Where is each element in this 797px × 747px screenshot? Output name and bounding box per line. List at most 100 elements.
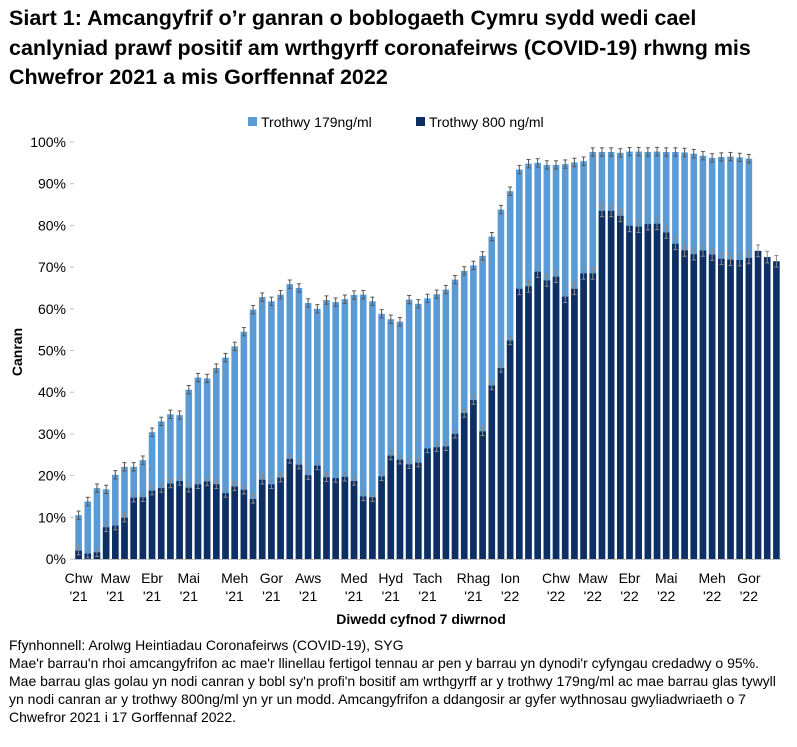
- bar-800: [699, 250, 707, 560]
- y-tick-label: 0%: [46, 551, 66, 567]
- bar-800: [626, 225, 633, 559]
- bar-179: [249, 309, 257, 559]
- bar-800: [672, 243, 679, 560]
- bar-800: [460, 413, 468, 559]
- x-tick-label-year: '21: [464, 588, 482, 604]
- bar-800: [369, 497, 376, 559]
- x-tick-label-month: Hyd: [378, 570, 403, 586]
- bar-179: [75, 515, 82, 559]
- bar-800: [479, 431, 486, 559]
- bar-800: [176, 481, 183, 559]
- x-tick-label-month: Ion: [500, 570, 519, 586]
- bar-800: [396, 459, 404, 559]
- bar-179: [304, 302, 312, 559]
- x-tick-label-month: Maw: [101, 570, 131, 586]
- x-tick-label-month: Meh: [221, 570, 248, 586]
- bar-800: [415, 462, 422, 559]
- bar-800: [323, 477, 330, 559]
- bar-800: [644, 224, 652, 560]
- bar-800: [754, 250, 762, 559]
- bar-800: [681, 250, 688, 560]
- bar-179: [84, 501, 92, 559]
- bar-179: [268, 301, 275, 559]
- bar-800: [525, 286, 532, 559]
- x-axis-title: Diwedd cyfnod 7 diwrnod: [336, 611, 506, 627]
- legend-label-800: Trothwy 800 ng/ml: [429, 114, 544, 130]
- bar-179: [286, 284, 294, 559]
- bar-179: [258, 297, 266, 559]
- bar-800: [112, 525, 119, 559]
- bar-800: [433, 447, 440, 559]
- bar-179: [359, 294, 367, 559]
- x-tick-label-year: '21: [180, 588, 198, 604]
- x-tick-label-year: '22: [584, 588, 602, 604]
- bar-800: [249, 498, 257, 559]
- bar-800: [130, 497, 137, 559]
- x-tick-label-year: '21: [69, 588, 87, 604]
- y-tick-label: 60%: [38, 301, 66, 317]
- y-axis: 0% 10% 20% 30% 40% 50% 60% 70% 80% 90% 100%: [30, 134, 74, 567]
- bar-800: [470, 400, 477, 559]
- bar-800: [387, 455, 395, 559]
- bar-179: [433, 294, 440, 559]
- bar-800: [139, 497, 147, 559]
- bar-800: [203, 481, 211, 559]
- bar-800: [506, 340, 514, 559]
- bar-800: [718, 258, 725, 559]
- x-tick-label-year: '22: [620, 588, 638, 604]
- bar-800: [157, 488, 165, 559]
- bar-179: [277, 294, 284, 559]
- x-axis: Chw '21 Maw '21 Ebr '21 Mai '21 Meh '21 Gor '21 Aws '…: [65, 559, 781, 604]
- bar-800: [167, 483, 174, 559]
- bar-800: [277, 477, 284, 559]
- x-tick-label-year: '22: [703, 588, 721, 604]
- bar-179: [396, 321, 404, 559]
- bar-800: [258, 479, 266, 559]
- bar-179: [323, 300, 330, 559]
- bar-800: [304, 475, 312, 559]
- x-tick-label-year: '22: [501, 588, 519, 604]
- x-tick-label-year: '21: [106, 588, 124, 604]
- bar-800: [341, 476, 349, 559]
- bar-800: [194, 484, 202, 559]
- bar-179: [415, 303, 422, 559]
- bar-800: [405, 464, 413, 559]
- bar-800: [617, 215, 624, 559]
- x-tick-label-year: '21: [143, 588, 161, 604]
- bar-800: [268, 484, 275, 559]
- bar-800: [543, 280, 551, 559]
- bar-800: [534, 271, 541, 559]
- bar-800: [561, 296, 569, 559]
- bar-800: [121, 517, 128, 559]
- bar-800: [653, 223, 661, 559]
- bar-800: [442, 446, 450, 559]
- bar-179: [451, 279, 459, 559]
- x-tick-label-month: Rhag: [457, 570, 490, 586]
- bar-800: [580, 273, 587, 559]
- bar-179: [332, 302, 339, 559]
- x-tick-label-year: '21: [418, 588, 436, 604]
- x-tick-label-month: Aws: [295, 570, 321, 586]
- x-tick-label-month: Chw: [65, 570, 94, 586]
- bar-800: [763, 257, 771, 559]
- x-tick-label-year: '22: [547, 588, 565, 604]
- bar-179: [222, 357, 229, 559]
- bar-800: [185, 487, 193, 559]
- bar-179: [295, 287, 303, 559]
- chart-area: Trothwy 179ng/ml Trothwy 800 ng/ml 0% 10% 2…: [9, 114, 781, 627]
- x-tick-label-month: Gor: [737, 570, 761, 586]
- y-tick-label: 100%: [30, 134, 66, 150]
- x-tick-label-year: '21: [382, 588, 400, 604]
- bar-800: [708, 254, 716, 559]
- bar-800: [314, 465, 321, 559]
- x-tick-label-month: Ebr: [619, 570, 641, 586]
- chart-title: Siart 1: Amcangyfrif o’r ganran o boblog…: [9, 6, 751, 89]
- bar-179: [194, 377, 202, 559]
- y-tick-label: 90%: [38, 176, 66, 192]
- bar-800: [378, 476, 385, 559]
- bar-179: [314, 308, 321, 559]
- bar-800: [286, 458, 294, 559]
- y-tick-label: 30%: [38, 426, 66, 442]
- bar-179: [121, 466, 128, 559]
- x-tick-label-month: Gor: [260, 570, 284, 586]
